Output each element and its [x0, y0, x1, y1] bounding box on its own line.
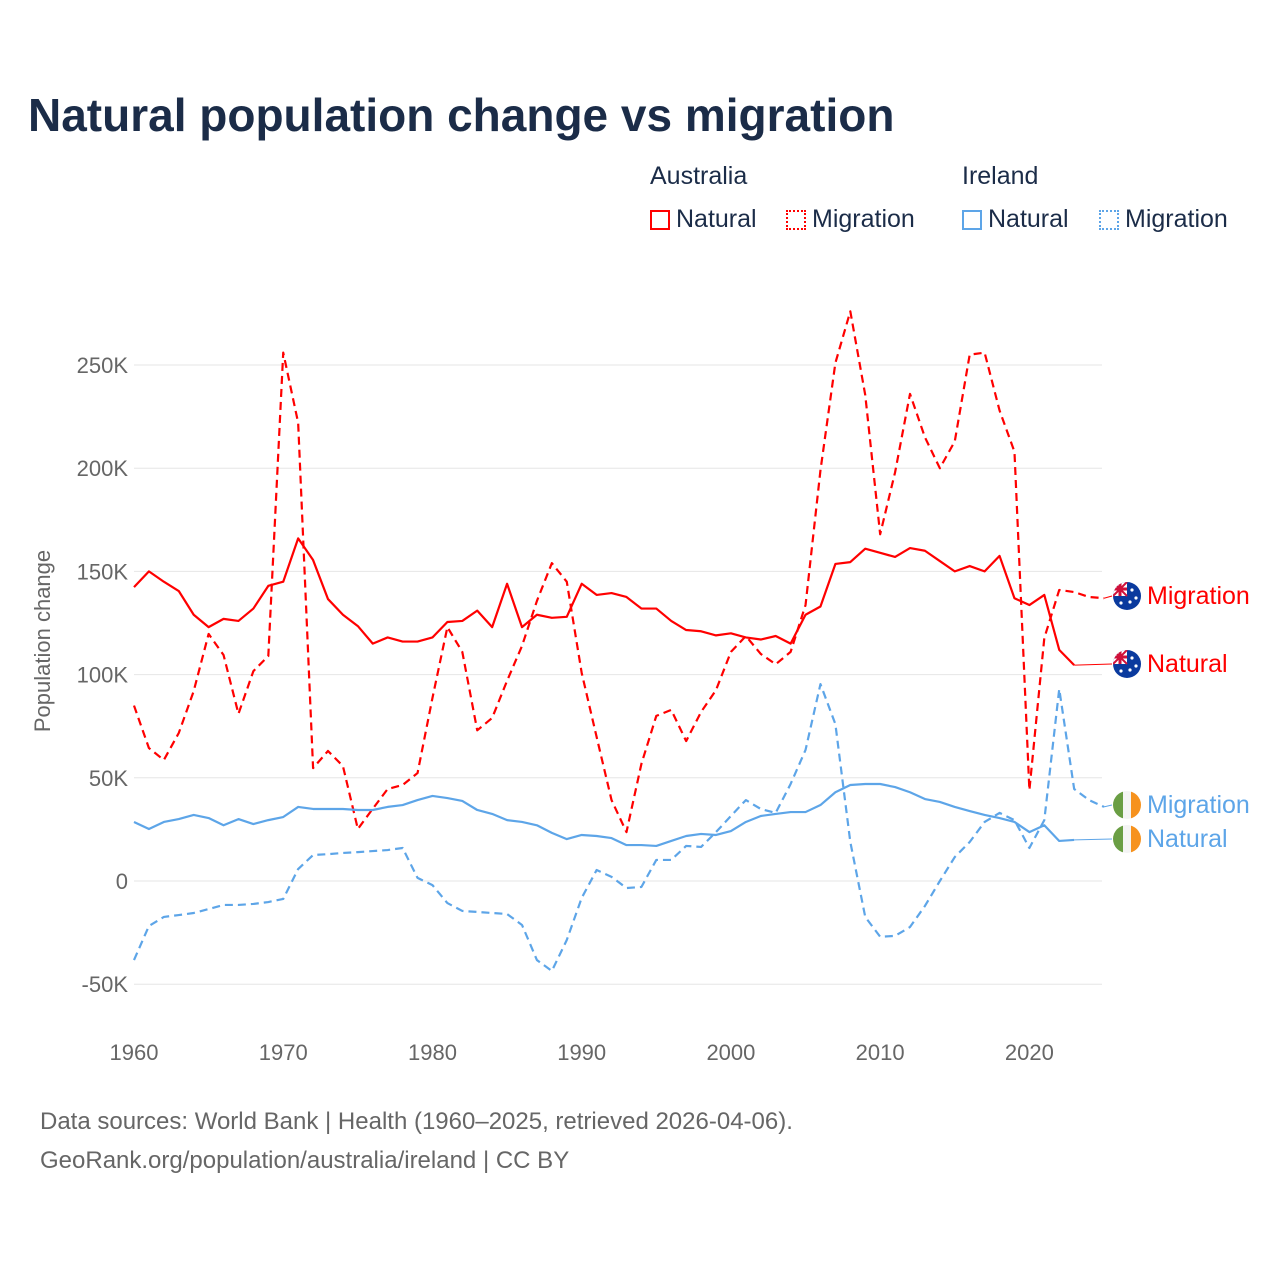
flag-star [1134, 664, 1138, 668]
legend-label: Natural [676, 205, 757, 233]
y-tick-label: -50K [82, 972, 129, 997]
series-end-label: Migration [1147, 791, 1250, 819]
legend-swatch-solid-icon [650, 209, 670, 230]
legend-label: Natural [988, 205, 1069, 233]
flag-star [1128, 600, 1132, 604]
x-tick-label: 1980 [408, 1040, 457, 1065]
legend-swatch-dotted-icon [786, 209, 806, 230]
series-line-australia-migration [132, 310, 1105, 834]
y-tick-label: 200K [77, 456, 129, 481]
australia-flag-icon [1113, 582, 1141, 610]
legend-ireland-migration[interactable]: Migration [1099, 205, 1228, 234]
flag-white [1123, 791, 1131, 819]
series-end-label: Natural [1147, 825, 1228, 853]
flag [1113, 650, 1141, 678]
chart-title: Natural population change vs migration [28, 89, 895, 141]
flag-cross [1113, 650, 1127, 664]
y-tick-label: 150K [77, 559, 129, 584]
series-end-label: Migration [1147, 582, 1250, 610]
flag-star [1128, 668, 1132, 672]
series-line-australia-natural [133, 537, 1075, 666]
x-tick-label: 2010 [856, 1040, 905, 1065]
flag-star [1130, 656, 1134, 660]
footer-sources: Data sources: World Bank | Health (1960–… [40, 1108, 793, 1135]
flag-white [1123, 825, 1131, 853]
series-line-ireland-natural [133, 782, 1075, 848]
ireland-flag-icon [1113, 825, 1141, 853]
label-connector [1074, 838, 1113, 841]
x-tick-label: 1970 [259, 1040, 308, 1065]
flag-star [1134, 596, 1138, 600]
y-tick-label: 0 [116, 869, 128, 894]
flag [1113, 825, 1141, 853]
flag-green [1113, 791, 1123, 819]
legend-label: Migration [812, 205, 915, 233]
legend-swatch-solid-icon [962, 209, 982, 230]
x-tick-label: 2020 [1005, 1040, 1054, 1065]
series-end-label: Natural [1147, 650, 1228, 678]
flag-star [1119, 601, 1123, 605]
legend-group-australia: Australia [650, 162, 748, 190]
flag [1113, 791, 1141, 819]
legend-australia-natural[interactable]: Natural [650, 205, 757, 234]
flag-star [1119, 669, 1123, 673]
x-tick-label: 1990 [557, 1040, 606, 1065]
flag-orange [1131, 791, 1141, 819]
series-line-ireland-migration [132, 682, 1105, 973]
legend-australia-migration[interactable]: Migration [786, 205, 915, 234]
label-connector [1103, 804, 1113, 808]
flag-star [1130, 588, 1134, 592]
label-connector [1103, 595, 1113, 599]
x-tick-label: 1960 [110, 1040, 159, 1065]
flag-green [1113, 825, 1123, 853]
flag [1113, 582, 1141, 610]
y-tick-label: 50K [89, 766, 128, 791]
legend-swatch-dotted-icon [1099, 209, 1119, 230]
ireland-flag-icon [1113, 791, 1141, 819]
legend-ireland-natural[interactable]: Natural [962, 205, 1069, 234]
y-tick-label: 100K [77, 663, 129, 688]
label-connector [1074, 663, 1113, 666]
y-tick-label: 250K [77, 353, 129, 378]
legend-label: Migration [1125, 205, 1228, 233]
flag-cross [1113, 582, 1127, 596]
footer-link[interactable]: GeoRank.org/population/australia/ireland… [40, 1147, 570, 1174]
y-axis-label: Population change [30, 550, 55, 732]
x-tick-label: 2000 [706, 1040, 755, 1065]
australia-flag-icon [1113, 650, 1141, 678]
legend-group-ireland: Ireland [962, 162, 1039, 190]
flag-orange [1131, 825, 1141, 853]
